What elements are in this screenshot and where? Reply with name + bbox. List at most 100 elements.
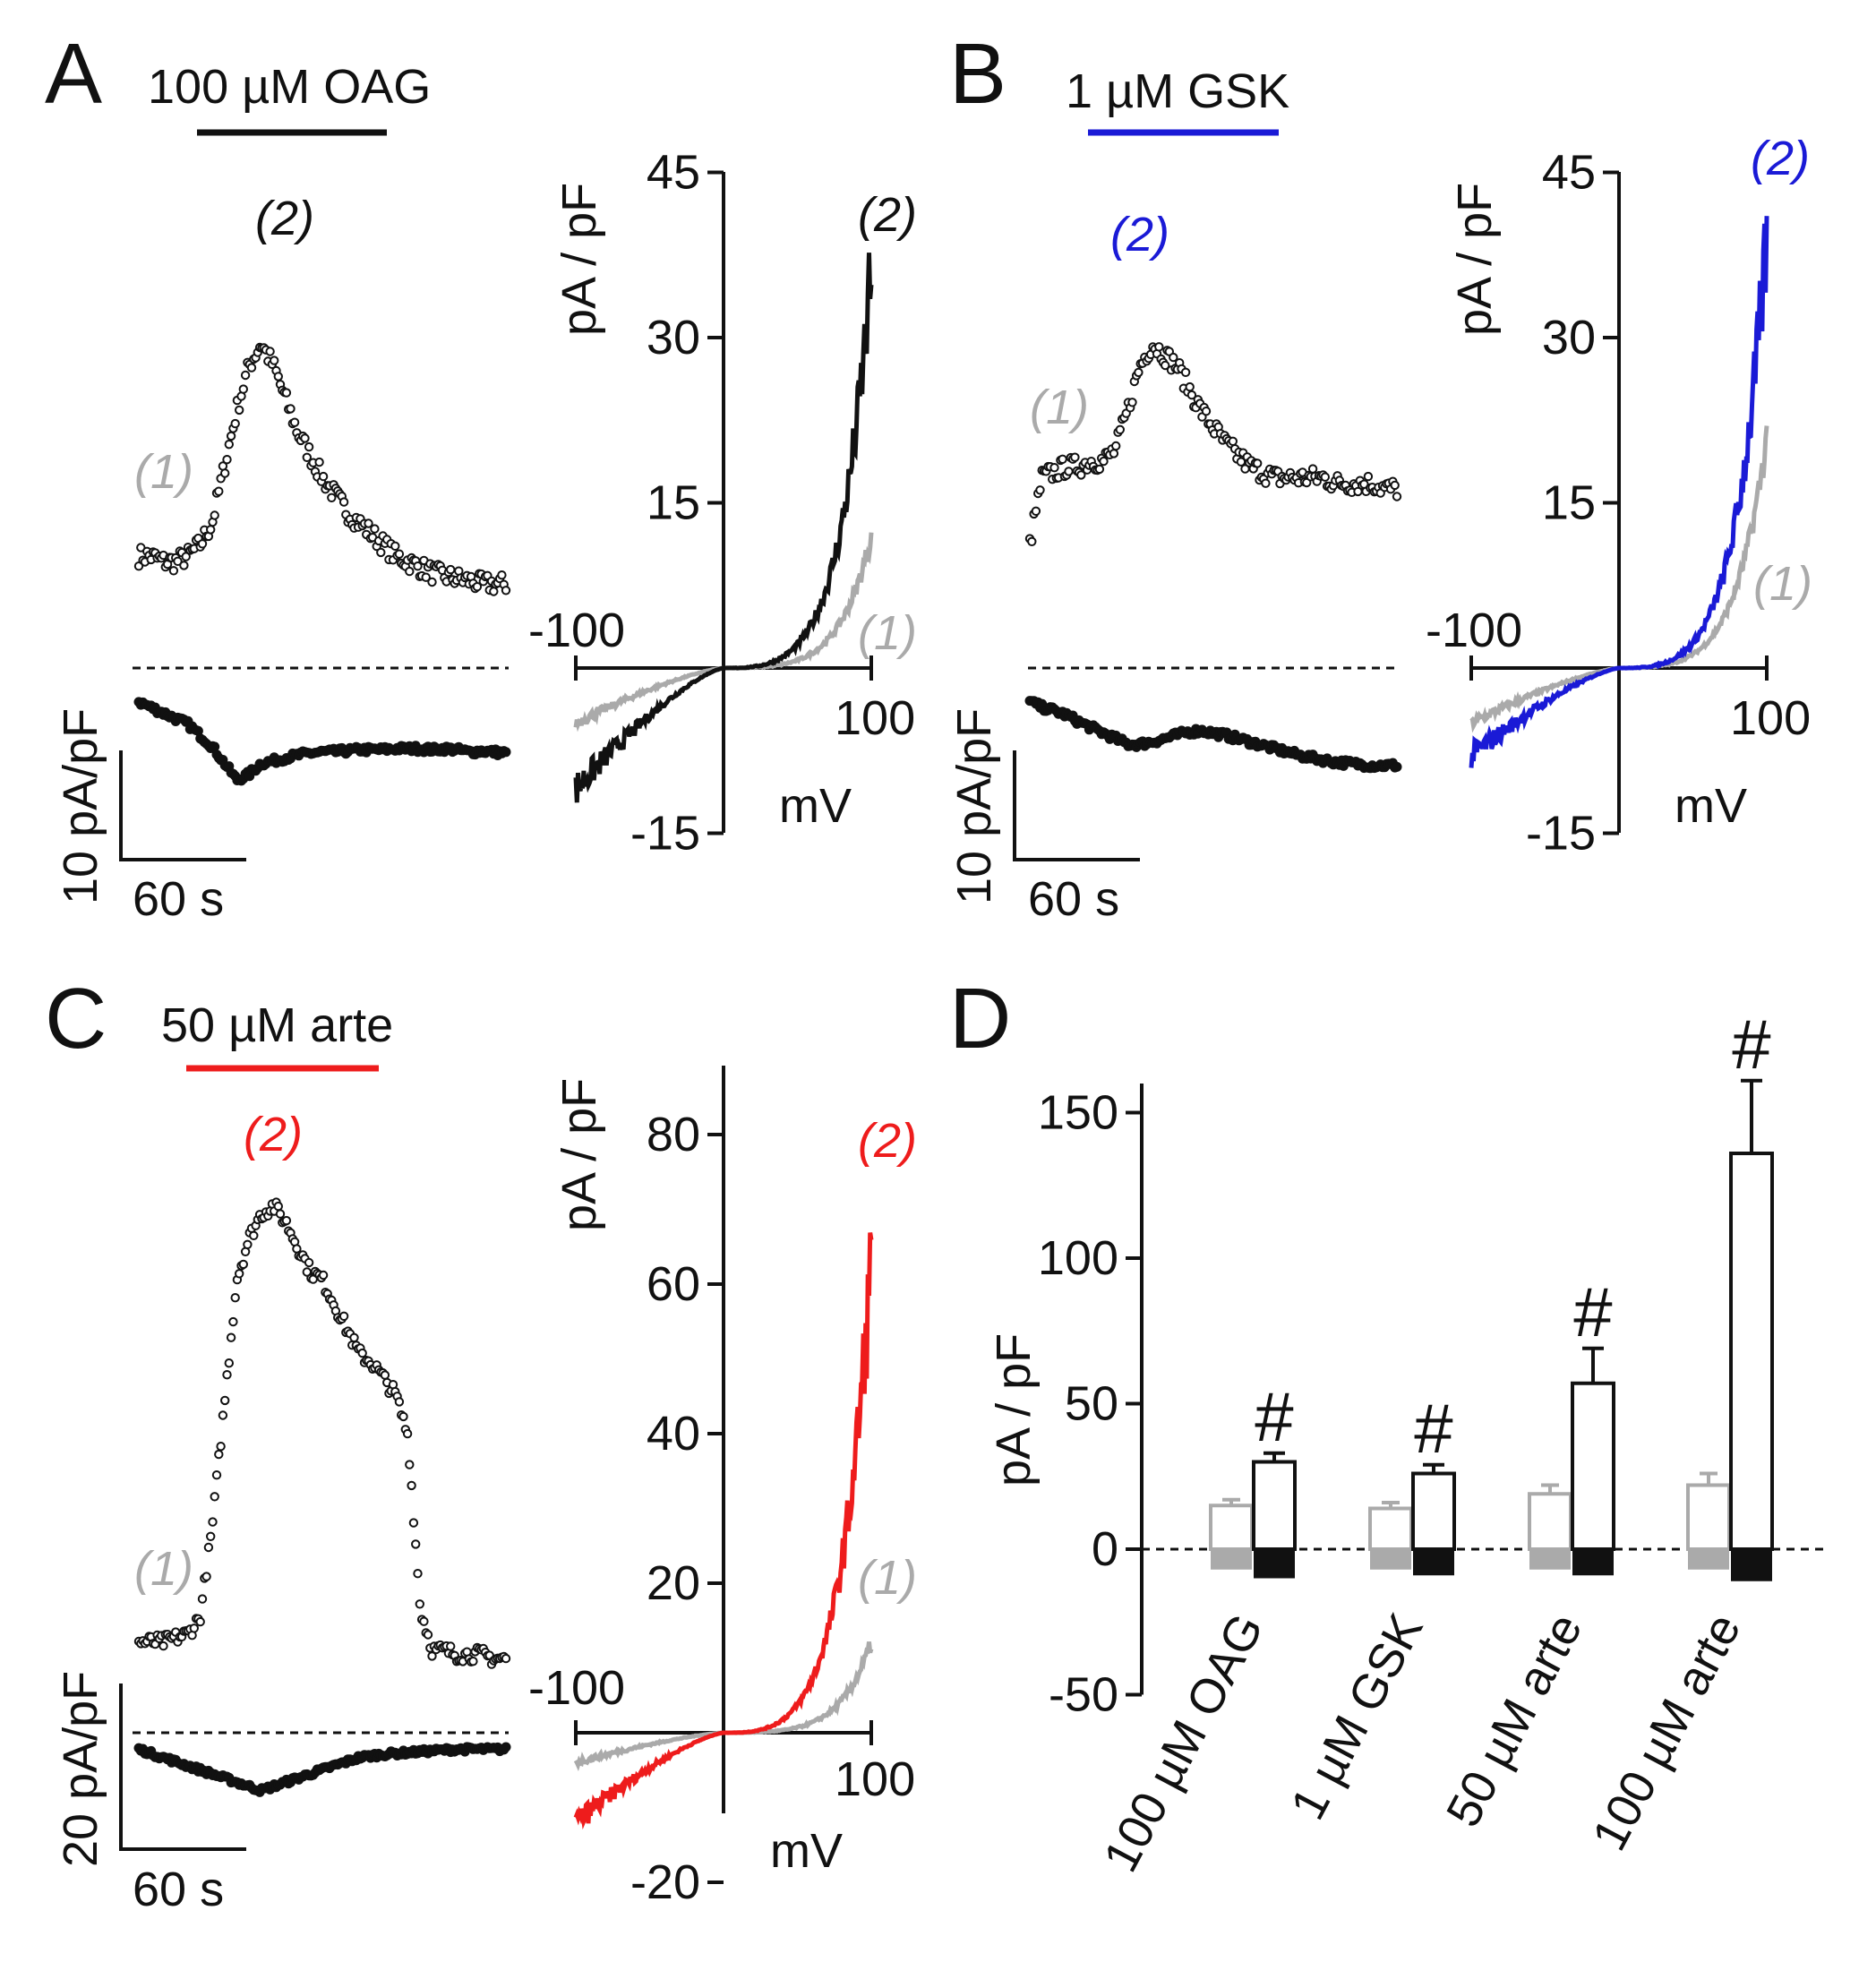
- panel-letter-d: D: [949, 971, 1011, 1067]
- bar-ytick-label: -50: [1049, 1668, 1118, 1722]
- outward-point: [338, 497, 349, 507]
- bar-significance-marker: #: [1573, 1272, 1612, 1351]
- outward-point: [273, 1201, 283, 1212]
- outward-point: [238, 1259, 248, 1270]
- outward-point: [226, 1332, 236, 1342]
- outward-point: [206, 1531, 216, 1542]
- panel-c-iv-plot: -20 20 40 60 80: [573, 1066, 874, 1909]
- outward-point: [402, 1428, 413, 1439]
- outward-point: [206, 525, 216, 535]
- panel-a-label-1: (1): [134, 445, 193, 499]
- outward-point: [1320, 472, 1331, 482]
- outward-point: [1070, 452, 1080, 462]
- iv-ytick-label: -20: [630, 1855, 700, 1909]
- outward-point: [349, 1332, 359, 1343]
- panel-c: C 50 µM arte (1) (2) 20 pA/pF 60 s -20 20…: [45, 971, 917, 1916]
- panel-c-iv-xtick-pos: 100: [835, 1752, 915, 1806]
- outward-point: [275, 1209, 286, 1219]
- outward-point: [228, 1316, 238, 1327]
- panel-a-iv-ylabel: pA / pF: [553, 183, 606, 336]
- bar-ytick-label: 150: [1038, 1086, 1118, 1140]
- outward-point: [1134, 367, 1144, 378]
- iv-curve-2: [573, 253, 874, 803]
- panel-b: B 1 µM GSK (1) (2) 10 pA/pF 60 s -15 15 30…: [947, 26, 1812, 926]
- outward-point: [364, 518, 373, 528]
- panel-b-iv-label-2: (2): [1751, 132, 1810, 185]
- panel-b-iv-xtick-neg: -100: [1426, 604, 1522, 657]
- outward-point: [318, 1270, 329, 1281]
- outward-point: [173, 556, 183, 566]
- inward-point: [501, 1742, 511, 1752]
- outward-point: [1154, 342, 1164, 352]
- outward-point: [423, 1630, 433, 1640]
- panel-c-label-1: (1): [134, 1542, 193, 1596]
- outward-point: [1035, 485, 1045, 495]
- outward-point: [1307, 464, 1318, 474]
- outward-point: [273, 372, 283, 381]
- outward-point: [413, 561, 423, 571]
- outward-point: [249, 1230, 259, 1241]
- outward-point: [220, 1395, 230, 1406]
- outward-point: [304, 1257, 314, 1268]
- panel-a-scale-y-label: 10 pA/pF: [54, 708, 107, 904]
- outward-point: [235, 405, 244, 416]
- outward-point: [289, 417, 300, 427]
- iv-ytick-label: 20: [647, 1556, 700, 1610]
- outward-point: [1169, 352, 1178, 363]
- bar-category-label: 50 µM arte: [1436, 1605, 1593, 1835]
- outward-point: [189, 1623, 200, 1633]
- outward-point: [281, 1215, 292, 1226]
- outward-point: [405, 566, 415, 577]
- outward-point: [304, 441, 314, 452]
- iv-ytick-label: 15: [1542, 476, 1596, 530]
- panel-a-iv-xtick-neg: -100: [528, 604, 625, 657]
- panel-b-scale-x-label: 60 s: [1028, 872, 1119, 926]
- panel-a-scale-x-label: 60 s: [133, 872, 224, 926]
- outward-point: [411, 1539, 421, 1549]
- outward-point: [1392, 492, 1402, 501]
- outward-point: [405, 1460, 415, 1469]
- outward-point: [216, 1442, 226, 1452]
- outward-point: [230, 1293, 240, 1303]
- outward-point: [238, 384, 248, 394]
- panel-c-label-2: (2): [244, 1108, 303, 1161]
- panel-c-scale-x-label: 60 s: [133, 1863, 224, 1916]
- outward-point: [357, 1348, 367, 1358]
- iv-ytick-label: -15: [630, 807, 700, 861]
- bar-basal-inward: [1370, 1549, 1411, 1570]
- bar-ytick-label: 0: [1092, 1522, 1118, 1576]
- panel-b-agent-label: 1 µM GSK: [1066, 64, 1289, 118]
- panel-b-iv-label-1: (1): [1753, 557, 1812, 611]
- outward-point: [390, 541, 400, 551]
- panel-a-iv-label-2: (2): [858, 188, 917, 242]
- bar-category-label: 100 µM OAG: [1093, 1605, 1273, 1880]
- outward-point: [181, 552, 191, 561]
- outward-point: [218, 1410, 228, 1420]
- iv-curve-2: [1469, 216, 1769, 768]
- bar-significance-marker: #: [1414, 1389, 1452, 1468]
- panel-c-iv-ylabel: pA / pF: [553, 1078, 606, 1231]
- bar-drug-inward: [1731, 1549, 1772, 1581]
- outward-point: [376, 547, 386, 558]
- outward-point: [270, 356, 279, 365]
- bar-basal-inward: [1211, 1549, 1252, 1570]
- iv-ytick-label: 15: [647, 476, 700, 530]
- outward-point: [1185, 381, 1195, 392]
- outward-point: [1228, 436, 1238, 446]
- outward-point: [497, 570, 507, 580]
- inward-point: [501, 747, 511, 758]
- inward-point: [1392, 761, 1402, 772]
- outward-point: [1127, 398, 1137, 407]
- outward-point: [195, 1616, 205, 1627]
- outward-point: [211, 1470, 222, 1480]
- outward-point: [370, 524, 380, 534]
- outward-point: [1253, 458, 1263, 468]
- bar-significance-marker: #: [1732, 1005, 1770, 1084]
- iv-ytick-label: 40: [647, 1407, 700, 1461]
- outward-point: [338, 1311, 349, 1322]
- outward-point: [214, 486, 224, 496]
- panel-a-iv-xtick-pos: 100: [835, 691, 915, 745]
- panel-letter-c: C: [45, 971, 107, 1067]
- outward-point: [1161, 360, 1170, 371]
